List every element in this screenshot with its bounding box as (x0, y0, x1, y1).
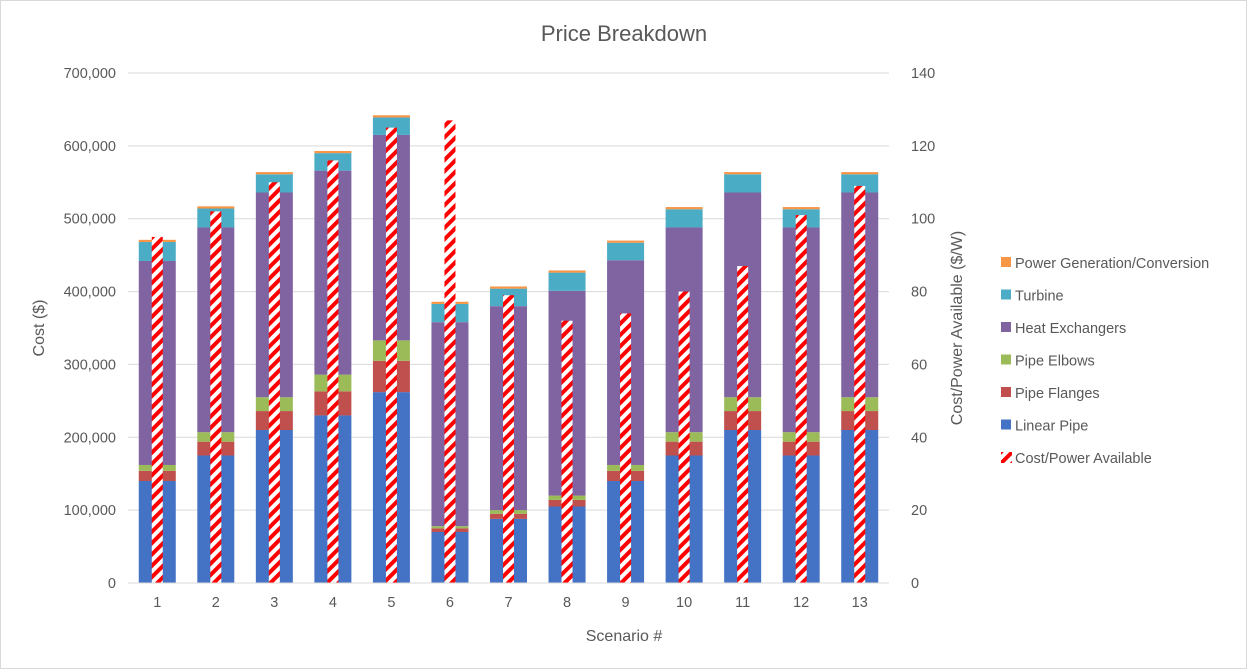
bar-segment (548, 272, 586, 291)
cost-power-bar (795, 215, 807, 584)
cost-power-bar (503, 295, 514, 583)
y2-tick-label: 120 (911, 139, 935, 155)
legend-swatch (1001, 322, 1011, 332)
y-axis-label: Cost ($) (31, 300, 48, 357)
cost-power-bar (620, 313, 632, 583)
bar-segment (724, 174, 762, 193)
y-tick-label: 500,000 (64, 212, 116, 228)
y2-tick-label: 20 (911, 503, 927, 519)
cost-power-bar (737, 266, 749, 583)
y2-tick-label: 0 (911, 576, 919, 592)
cost-power-bars (151, 120, 866, 584)
x-tick-label: 11 (735, 595, 750, 611)
x-tick-label: 13 (852, 595, 868, 611)
x-tick-label: 7 (504, 595, 512, 611)
bar-segment (372, 117, 410, 135)
bar-segment (841, 172, 879, 175)
y-tick-label: 300,000 (64, 357, 116, 373)
legend: Power Generation/Conversion Turbine Heat E… (1001, 256, 1209, 467)
cost-power-bar (678, 291, 690, 583)
legend-swatch (1001, 452, 1012, 463)
cost-power-bar (385, 127, 397, 584)
legend-label: Power Generation/Conversion (1015, 256, 1209, 272)
legend-swatch (1001, 387, 1011, 397)
bar-segment (724, 172, 762, 175)
x-tick-label: 6 (446, 595, 454, 611)
cost-power-bar (444, 120, 456, 583)
cost-power-bar (561, 320, 573, 583)
legend-label: Pipe Elbows (1015, 354, 1095, 370)
bar-segment (197, 206, 235, 209)
y-tick-label: 0 (108, 576, 116, 592)
y-tick-label: 100,000 (64, 503, 116, 519)
bar-segment (841, 174, 879, 193)
legend-swatch (1001, 289, 1011, 300)
y2-tick-label: 100 (911, 212, 935, 228)
bar-segment (548, 270, 586, 273)
chart-title: Price Breakdown (541, 21, 707, 46)
x-tick-label: 12 (793, 595, 809, 611)
legend-label: Turbine (1015, 289, 1064, 305)
legend-swatch (1001, 257, 1011, 267)
legend-swatch (1001, 354, 1011, 365)
bar-segment (255, 172, 293, 175)
bar-segment (665, 207, 703, 210)
legend-label: Cost/Power Available (1015, 451, 1152, 467)
cost-power-bar (268, 182, 280, 584)
x-tick-label: 4 (329, 595, 337, 611)
bar-segment (607, 242, 645, 261)
y2-tick-label: 140 (911, 66, 935, 82)
x-tick-label: 2 (212, 595, 220, 611)
x-tick-label: 3 (270, 595, 278, 611)
axes: 0 0 100,000 20 200,000 40 300,000 60 400,000 80 50… (64, 66, 936, 611)
cost-power-bar (151, 236, 163, 583)
y-tick-label: 400,000 (64, 285, 116, 301)
x-tick-label: 8 (563, 595, 571, 611)
x-tick-label: 9 (622, 595, 630, 611)
bar-segment (314, 150, 352, 154)
y2-axis-label: Cost/Power Available ($/W) (949, 231, 966, 425)
y2-tick-label: 80 (911, 285, 927, 301)
x-axis-label: Scenario # (586, 628, 663, 645)
y-tick-label: 600,000 (64, 139, 116, 155)
bar-segment (490, 286, 527, 289)
cost-power-bar (210, 211, 222, 583)
legend-label: Linear Pipe (1015, 419, 1088, 435)
legend-swatch (1001, 419, 1011, 430)
y2-tick-label: 60 (911, 357, 927, 373)
y-tick-label: 200,000 (64, 430, 116, 446)
x-tick-label: 5 (387, 595, 395, 611)
x-tick-label: 1 (153, 595, 161, 611)
y2-tick-label: 40 (911, 430, 927, 446)
bar-segment (665, 209, 703, 228)
bar-segment (782, 207, 820, 210)
cost-power-bar (854, 185, 866, 583)
legend-label: Pipe Flanges (1015, 386, 1100, 402)
x-tick-label: 10 (676, 595, 692, 611)
bar-segment (607, 240, 645, 243)
cost-power-bar (327, 160, 339, 583)
bar-segment (372, 115, 410, 118)
y-tick-label: 700,000 (64, 66, 116, 82)
legend-label: Heat Exchangers (1015, 321, 1126, 337)
